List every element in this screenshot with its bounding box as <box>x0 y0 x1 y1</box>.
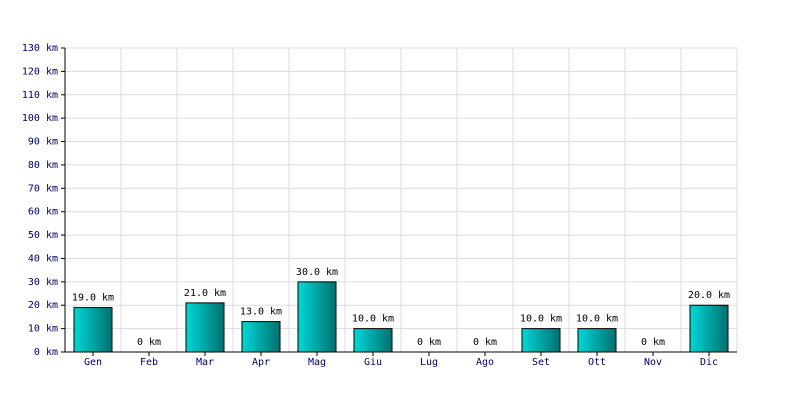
value-label: 10.0 km <box>576 314 618 325</box>
x-tick-label: Dic <box>700 357 718 368</box>
bar <box>689 304 729 353</box>
y-tick-label: 90 km <box>28 137 58 148</box>
x-tick-label: Mar <box>196 357 214 368</box>
y-tick-label: 60 km <box>28 207 58 218</box>
x-tick-label: Gen <box>84 357 102 368</box>
value-label: 30.0 km <box>296 267 338 278</box>
y-tick-label: 130 km <box>22 43 58 54</box>
value-label: 20.0 km <box>688 290 730 301</box>
value-label: 0 km <box>473 337 497 348</box>
x-tick-label: Mag <box>308 357 326 368</box>
x-tick-label: Feb <box>140 357 158 368</box>
y-tick-label: 50 km <box>28 230 58 241</box>
value-label: 10.0 km <box>520 314 562 325</box>
y-tick-label: 0 km <box>34 347 58 358</box>
x-tick-label: Nov <box>644 357 662 368</box>
bar <box>241 321 281 353</box>
y-tick-label: 110 km <box>22 90 58 101</box>
y-tick-label: 40 km <box>28 253 58 264</box>
bar <box>73 307 113 353</box>
y-tick-label: 100 km <box>22 113 58 124</box>
value-label: 21.0 km <box>184 288 226 299</box>
bar <box>185 302 225 353</box>
bar <box>521 328 561 353</box>
value-label: 0 km <box>417 337 441 348</box>
value-label: 19.0 km <box>72 293 114 304</box>
x-tick-label: Ago <box>476 357 494 368</box>
value-label: 0 km <box>641 337 665 348</box>
value-label: 0 km <box>137 337 161 348</box>
y-tick-label: 70 km <box>28 183 58 194</box>
bar <box>297 281 337 353</box>
bar <box>577 328 617 353</box>
y-tick-label: 120 km <box>22 66 58 77</box>
x-tick-label: Set <box>532 357 550 368</box>
x-tick-label: Giu <box>364 357 382 368</box>
x-tick-label: Apr <box>252 357 270 368</box>
x-tick-label: Lug <box>420 357 438 368</box>
y-tick-label: 30 km <box>28 277 58 288</box>
y-tick-label: 20 km <box>28 300 58 311</box>
value-label: 10.0 km <box>352 314 394 325</box>
y-tick-label: 80 km <box>28 160 58 171</box>
bar <box>353 328 393 353</box>
y-tick-label: 10 km <box>28 324 58 335</box>
x-tick-label: Ott <box>588 357 606 368</box>
value-label: 13.0 km <box>240 307 282 318</box>
